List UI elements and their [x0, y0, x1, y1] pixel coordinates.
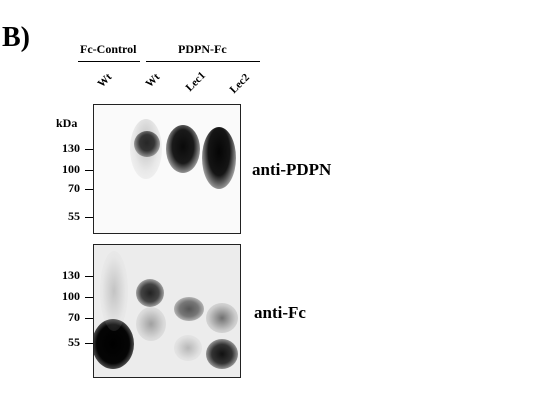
- blot-anti-pdpn: [93, 104, 241, 234]
- tick-55-bottom: [85, 343, 93, 344]
- panel-label: B): [2, 22, 30, 53]
- band-fc-control: [94, 319, 134, 369]
- antibody-label-anti-pdpn: anti-PDPN: [252, 160, 332, 179]
- lane-label-lec2: Lec2: [227, 71, 252, 96]
- band-fc-lec1-lower: [174, 335, 202, 361]
- tick-100-bottom: [85, 297, 93, 298]
- marker-55-bottom: 55: [68, 335, 80, 349]
- kda-label: kDa: [56, 116, 78, 130]
- lane-label-wt: Wt: [143, 71, 163, 90]
- band-fc-control-smear: [100, 251, 128, 331]
- group-line-fc-control: [78, 61, 140, 62]
- group-label-fc-control: Fc-Control: [80, 42, 137, 56]
- band-pdpn-wt-smear: [130, 119, 162, 179]
- band-fc-lec2-lower: [206, 339, 238, 369]
- lane-label-lec1: Lec1: [183, 69, 208, 94]
- tick-130-bottom: [85, 276, 93, 277]
- band-fc-lec1: [174, 297, 204, 321]
- tick-130-top: [85, 149, 93, 150]
- tick-100-top: [85, 170, 93, 171]
- band-fc-wt-upper: [136, 279, 164, 307]
- antibody-label-anti-fc: anti-Fc: [254, 303, 306, 322]
- marker-70-top: 70: [68, 181, 80, 195]
- group-line-pdpn-fc: [146, 61, 260, 62]
- band-pdpn-wt: [134, 131, 160, 157]
- tick-55-top: [85, 217, 93, 218]
- band-pdpn-lec2: [202, 127, 236, 189]
- group-label-pdpn-fc: PDPN-Fc: [178, 42, 227, 56]
- marker-130-top: 130: [62, 141, 80, 155]
- blot-anti-fc: [93, 244, 241, 378]
- band-fc-wt-lower: [136, 307, 166, 341]
- marker-70-bottom: 70: [68, 310, 80, 324]
- lane-label-wt-control: Wt: [95, 71, 115, 90]
- marker-100-top: 100: [62, 162, 80, 176]
- marker-130-bottom: 130: [62, 268, 80, 282]
- band-pdpn-lec1: [166, 125, 200, 173]
- tick-70-top: [85, 189, 93, 190]
- tick-70-bottom: [85, 318, 93, 319]
- marker-100-bottom: 100: [62, 289, 80, 303]
- band-fc-lec2-upper: [206, 303, 238, 333]
- marker-55-top: 55: [68, 209, 80, 223]
